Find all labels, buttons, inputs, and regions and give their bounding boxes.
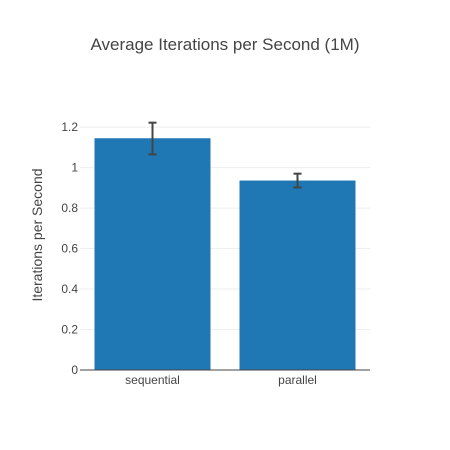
y-tick-label: 0.4 (61, 282, 78, 296)
bars (94, 138, 356, 370)
error-bars (148, 121, 302, 189)
bar (94, 138, 211, 370)
y-tick-label: 0 (71, 363, 78, 377)
y-tick-label: 1.2 (61, 120, 78, 134)
x-tick-label: parallel (278, 373, 317, 387)
x-tick-label: sequential (125, 373, 180, 387)
y-tick-label: 0.6 (61, 242, 78, 256)
bar (239, 180, 356, 370)
y-tick-label: 0.2 (61, 323, 78, 337)
y-tick-label: 1 (71, 161, 78, 175)
y-axis-title: Iterations per Second (29, 168, 45, 301)
x-tick-labels: sequential parallel (125, 373, 317, 387)
chart-title: Average Iterations per Second (1M) (91, 35, 360, 54)
y-tick-labels: 0 0.2 0.4 0.6 0.8 1 1.2 (61, 120, 78, 377)
y-tick-label: 0.8 (61, 201, 78, 215)
